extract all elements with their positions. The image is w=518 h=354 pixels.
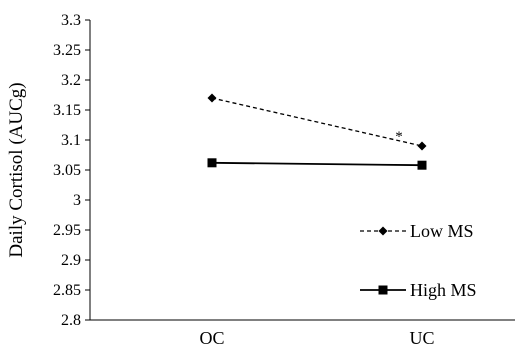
y-tick-label: 2.85 bbox=[53, 282, 81, 299]
y-tick-label: 3.2 bbox=[61, 72, 81, 89]
y-ticks: 2.8 2.85 2.9 2.95 3 3.05 3.1 3.15 3.2 3.25 3.3 bbox=[53, 12, 90, 329]
data-point bbox=[417, 141, 427, 151]
legend-marker bbox=[378, 285, 388, 295]
legend-marker bbox=[378, 226, 388, 236]
data-point bbox=[417, 160, 427, 170]
legend-label: Low MS bbox=[410, 221, 474, 241]
data-point bbox=[207, 158, 217, 168]
series-line bbox=[211, 161, 423, 167]
y-tick-label: 2.9 bbox=[61, 252, 81, 269]
y-tick-label: 2.8 bbox=[61, 312, 81, 329]
annotations: * bbox=[395, 129, 403, 145]
series-layer bbox=[207, 93, 427, 170]
legend: Low MS High MS bbox=[360, 221, 477, 300]
y-tick-label: 3.05 bbox=[53, 162, 81, 179]
y-tick-label: 3.1 bbox=[61, 132, 81, 149]
y-tick-label: 3 bbox=[73, 192, 81, 209]
legend-entry: Low MS bbox=[360, 221, 474, 241]
y-tick-label: 3.15 bbox=[53, 102, 81, 119]
series-low-ms bbox=[207, 93, 427, 151]
series-high-ms bbox=[207, 158, 427, 170]
significance-marker: * bbox=[395, 129, 403, 145]
axes bbox=[89, 20, 515, 321]
series-line bbox=[211, 97, 423, 147]
x-category-label: OC bbox=[199, 328, 224, 348]
legend-label: High MS bbox=[410, 280, 477, 300]
y-tick-label: 2.95 bbox=[53, 222, 81, 239]
x-category-label: UC bbox=[409, 328, 434, 348]
legend-entry: High MS bbox=[360, 280, 477, 300]
y-tick-label: 3.3 bbox=[61, 12, 81, 29]
data-point bbox=[207, 93, 217, 103]
y-axis-label: Daily Cortisol (AUCg) bbox=[6, 82, 27, 257]
x-category-labels: OC UC bbox=[199, 328, 434, 348]
y-tick-label: 3.25 bbox=[53, 42, 81, 59]
